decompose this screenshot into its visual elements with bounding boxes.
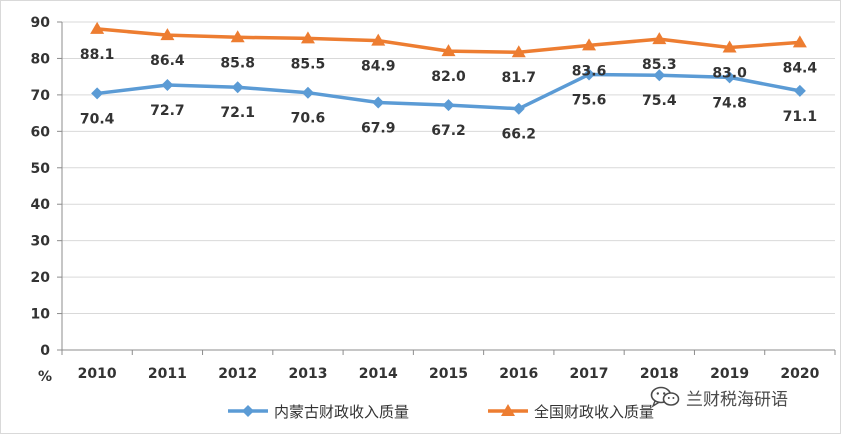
data-label-0: 71.1 — [783, 109, 818, 125]
y-tick-label: 0 — [40, 343, 50, 359]
data-label-0: 67.2 — [431, 123, 466, 139]
legend-label-1: 全国财政收入质量 — [534, 403, 654, 421]
data-label-1: 85.8 — [220, 55, 255, 71]
y-tick-label: 50 — [31, 161, 51, 177]
data-point-1 — [90, 21, 105, 34]
x-tick-label: 2017 — [570, 366, 609, 382]
data-label-1: 84.9 — [361, 59, 396, 75]
data-label-1: 83.6 — [572, 63, 607, 79]
y-tick-label: 20 — [31, 270, 51, 286]
x-tick-label: 2010 — [78, 366, 117, 382]
data-point-1 — [582, 38, 597, 51]
y-unit-label: % — [38, 369, 52, 385]
data-label-1: 88.1 — [80, 47, 115, 63]
data-point-0 — [583, 68, 596, 81]
wechat-icon — [650, 386, 680, 408]
data-point-1 — [511, 45, 526, 58]
data-point-1 — [441, 44, 456, 57]
data-label-1: 83.0 — [712, 66, 747, 82]
data-label-1: 81.7 — [501, 70, 536, 86]
x-tick-label: 2018 — [640, 366, 679, 382]
y-tick-label: 70 — [31, 88, 51, 104]
data-label-1: 85.3 — [642, 57, 677, 73]
data-point-0 — [512, 102, 525, 115]
data-point-1 — [792, 35, 807, 48]
x-tick-label: 2015 — [429, 366, 468, 382]
data-point-1 — [230, 30, 245, 43]
legend-marker-0 — [242, 405, 254, 417]
y-tick-label: 90 — [31, 15, 51, 31]
data-point-0 — [723, 71, 736, 84]
data-label-0: 66.2 — [501, 127, 536, 143]
watermark: 兰财税海研语 — [650, 384, 788, 410]
data-point-1 — [722, 40, 737, 53]
y-tick-label: 30 — [31, 234, 51, 250]
data-label-0: 72.1 — [220, 105, 255, 121]
watermark-text: 兰财税海研语 — [686, 389, 788, 410]
data-label-0: 70.6 — [291, 111, 326, 127]
data-point-0 — [793, 84, 806, 97]
data-label-0: 74.8 — [712, 95, 747, 111]
y-tick-label: 80 — [31, 51, 51, 67]
data-label-1: 86.4 — [150, 53, 185, 69]
data-point-0 — [231, 81, 244, 94]
data-point-1 — [371, 33, 386, 46]
data-point-0 — [372, 96, 385, 109]
data-label-0: 67.9 — [361, 121, 396, 137]
data-point-0 — [161, 79, 174, 92]
data-point-0 — [301, 86, 314, 99]
x-tick-label: 2013 — [288, 366, 327, 382]
x-tick-label: 2012 — [218, 366, 257, 382]
data-point-0 — [653, 69, 666, 82]
x-tick-label: 2016 — [499, 366, 538, 382]
legend-marker-1 — [501, 404, 515, 416]
y-tick-label: 60 — [31, 124, 51, 140]
data-label-1: 82.0 — [431, 69, 466, 85]
x-tick-label: 2011 — [148, 366, 187, 382]
y-tick-label: 10 — [31, 307, 51, 323]
data-label-0: 75.6 — [572, 92, 607, 108]
x-tick-label: 2014 — [359, 366, 398, 382]
data-point-0 — [442, 99, 455, 112]
x-tick-label: 2020 — [780, 366, 819, 382]
y-tick-label: 40 — [31, 197, 51, 213]
data-label-0: 72.7 — [150, 103, 185, 119]
data-point-1 — [300, 31, 315, 44]
data-point-0 — [91, 87, 104, 100]
data-label-0: 70.4 — [80, 111, 115, 127]
data-label-1: 84.4 — [783, 60, 818, 76]
data-label-0: 75.4 — [642, 93, 677, 109]
x-tick-label: 2019 — [710, 366, 749, 382]
data-point-1 — [160, 28, 175, 41]
legend-label-0: 内蒙古财政收入质量 — [274, 403, 409, 421]
data-point-1 — [652, 32, 667, 45]
data-label-1: 85.5 — [291, 56, 326, 72]
